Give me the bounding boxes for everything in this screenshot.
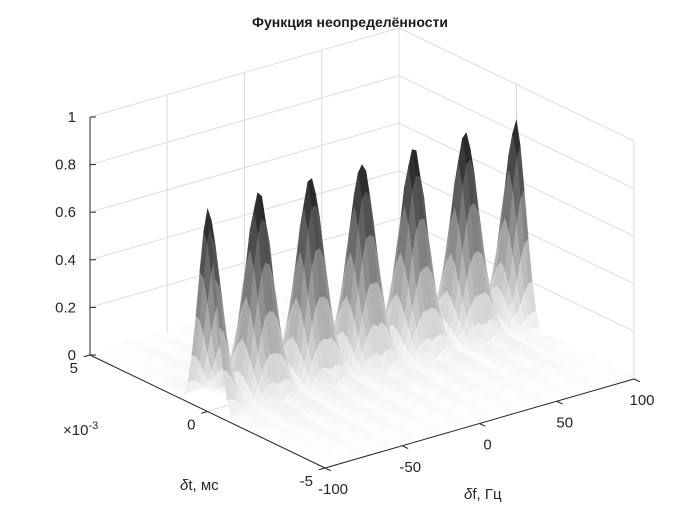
y-tick-mark <box>201 411 208 414</box>
surface <box>89 119 635 469</box>
z-tick-label: 1 <box>68 109 76 126</box>
x-tick-mark <box>556 400 563 405</box>
x-tick-label: 0 <box>483 437 491 454</box>
z-tick-label: 0.8 <box>55 157 76 174</box>
z-tick-label: 0.4 <box>55 252 76 269</box>
y-tick-mark <box>83 354 91 358</box>
z-tick-label: 0.2 <box>55 299 76 316</box>
y-axis-label: δt, мс <box>180 477 219 494</box>
y-axis-exponent: ×10-3 <box>63 420 98 439</box>
x-tick-mark <box>324 467 332 472</box>
wall-grid-z <box>398 27 635 142</box>
x-tick-mark <box>402 445 409 450</box>
x-tick-mark <box>633 378 641 383</box>
x-tick-label: -100 <box>318 481 348 498</box>
wall-grid-z <box>89 27 400 118</box>
z-tick-label: 0.6 <box>55 204 76 221</box>
z-tick-label: 0 <box>68 347 76 364</box>
x-tick-label: -50 <box>399 459 421 476</box>
x-tick-label: 100 <box>629 392 654 409</box>
x-axis-label: δf, Гц <box>464 486 502 503</box>
x-tick-mark <box>479 423 486 427</box>
wall-grid-z <box>89 122 400 213</box>
chart-title: Функция неопределённости <box>252 14 448 30</box>
wall-grid-z <box>89 170 400 261</box>
y-tick-mark <box>318 467 326 471</box>
wall-grid-z <box>89 217 400 308</box>
x-tick-label: 50 <box>556 414 573 431</box>
wall-grid-z <box>89 75 400 166</box>
y-tick-label: 0 <box>187 417 195 434</box>
y-tick-label: -5 <box>300 473 313 490</box>
